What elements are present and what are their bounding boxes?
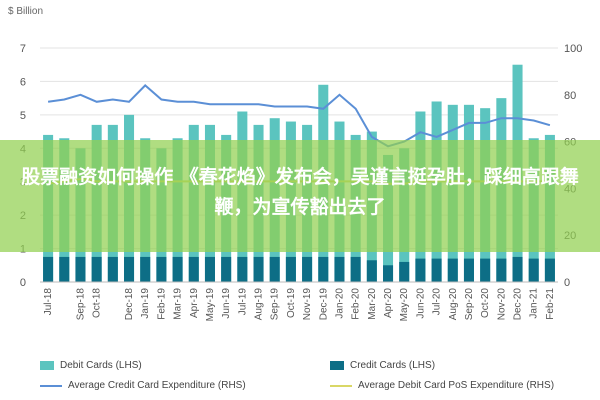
credit-bar: [544, 258, 555, 282]
credit-bar: [156, 256, 167, 282]
legend-item-avg-debit-pos-exp: Average Debit Card PoS Expenditure (RHS): [330, 380, 554, 391]
credit-bar: [107, 256, 118, 282]
credit-bar: [463, 258, 474, 282]
x-tick-label: Sep-20: [464, 288, 475, 321]
credit-bar: [399, 261, 410, 282]
credit-bar: [334, 256, 345, 282]
credit-bar: [253, 256, 264, 282]
credit-bar: [43, 256, 54, 282]
credit-bar: [350, 256, 361, 282]
credit-bar: [431, 258, 442, 282]
x-tick-label: Sep-18: [75, 288, 86, 321]
credit-bar: [59, 256, 70, 282]
left-tick-label: 7: [20, 43, 26, 55]
legend-line-avg-credit: [40, 384, 62, 387]
headline-text: 股票融资如何操作 《春花焰》发布会，吴谨言挺孕肚，踩细高跟舞鞭，为宣传豁出去了: [21, 166, 579, 218]
credit-bar: [188, 256, 199, 282]
x-tick-label: Nov-19: [302, 288, 313, 321]
x-tick-label: Oct-19: [286, 288, 297, 318]
credit-bar: [447, 258, 458, 282]
credit-bar: [512, 256, 523, 282]
avg-credit-expenditure-line: [47, 84, 551, 148]
legend-label-credit: Credit Cards (LHS): [350, 360, 436, 371]
x-tick-label: Mar-19: [173, 288, 184, 320]
credit-bar: [75, 256, 86, 282]
credit-bar: [528, 258, 539, 282]
credit-bar: [318, 256, 329, 282]
legend-item-debit-cards: Debit Cards (LHS): [40, 360, 142, 371]
legend-line-avg-debit: [330, 384, 352, 387]
right-tick-label: 80: [564, 90, 576, 102]
right-tick-label: 100: [564, 43, 582, 55]
x-tick-label: Nov-20: [496, 288, 507, 321]
right-tick-label: 0: [564, 277, 570, 289]
left-tick-label: 0: [20, 277, 26, 289]
x-tick-label: Mar-20: [367, 288, 378, 320]
credit-bar: [383, 265, 394, 282]
legend-item-credit-cards: Credit Cards (LHS): [330, 360, 435, 371]
legend-label-avg-credit: Average Credit Card Expenditure (RHS): [68, 380, 246, 391]
x-tick-label: Jan-20: [334, 288, 345, 319]
legend-swatch-credit: [330, 361, 344, 370]
credit-bar: [302, 256, 313, 282]
x-tick-label: Dec-20: [513, 288, 524, 321]
x-tick-label: Feb-20: [351, 288, 362, 320]
legend-item-avg-credit-exp: Average Credit Card Expenditure (RHS): [40, 380, 246, 391]
x-tick-label: May-19: [205, 288, 216, 322]
legend-label-avg-debit: Average Debit Card PoS Expenditure (RHS): [358, 380, 555, 391]
credit-bar: [140, 256, 151, 282]
x-tick-label: Dec-18: [124, 288, 135, 321]
credit-bar: [204, 256, 215, 282]
credit-bar: [480, 258, 491, 282]
credit-bar: [415, 258, 426, 282]
x-tick-label: Jul-20: [432, 288, 443, 316]
x-tick-label: Jul-18: [43, 288, 54, 316]
x-tick-label: Jun-19: [221, 288, 232, 319]
credit-bar: [124, 256, 135, 282]
legend: Debit Cards (LHS) Credit Cards (LHS) Ave…: [0, 354, 600, 400]
left-tick-label: 6: [20, 76, 26, 88]
credit-bar: [221, 256, 232, 282]
x-tick-label: Aug-20: [448, 288, 459, 321]
x-tick-label: May-20: [399, 288, 410, 322]
x-tick-label: Feb-19: [156, 288, 167, 320]
x-tick-label: Jan-21: [529, 288, 540, 319]
x-tick-label: Dec-19: [318, 288, 329, 321]
credit-bar: [366, 260, 377, 282]
credit-bar: [237, 256, 248, 282]
left-tick-label: 5: [20, 110, 26, 122]
left-axis-title: $ Billion: [8, 6, 43, 17]
x-tick-label: Apr-19: [189, 288, 200, 318]
x-tick-label: Sep-19: [270, 288, 281, 321]
legend-label-debit: Debit Cards (LHS): [60, 360, 142, 371]
x-tick-label: Oct-20: [480, 288, 491, 318]
x-tick-label: Jun-20: [415, 288, 426, 319]
credit-bar: [269, 256, 280, 282]
headline-overlay: 股票融资如何操作 《春花焰》发布会，吴谨言挺孕肚，踩细高跟舞鞭，为宣传豁出去了: [0, 140, 600, 252]
credit-bar: [172, 256, 183, 282]
x-tick-label: Apr-20: [383, 288, 394, 318]
x-tick-label: Oct-18: [92, 288, 103, 318]
credit-bar: [496, 258, 507, 282]
x-tick-label: Aug-19: [254, 288, 265, 321]
x-tick-label: Jan-19: [140, 288, 151, 319]
credit-bar: [285, 256, 296, 282]
x-tick-label: Feb-21: [545, 288, 556, 320]
credit-bar: [91, 256, 102, 282]
x-tick-label: Jul-19: [237, 288, 248, 316]
legend-swatch-debit: [40, 361, 54, 370]
